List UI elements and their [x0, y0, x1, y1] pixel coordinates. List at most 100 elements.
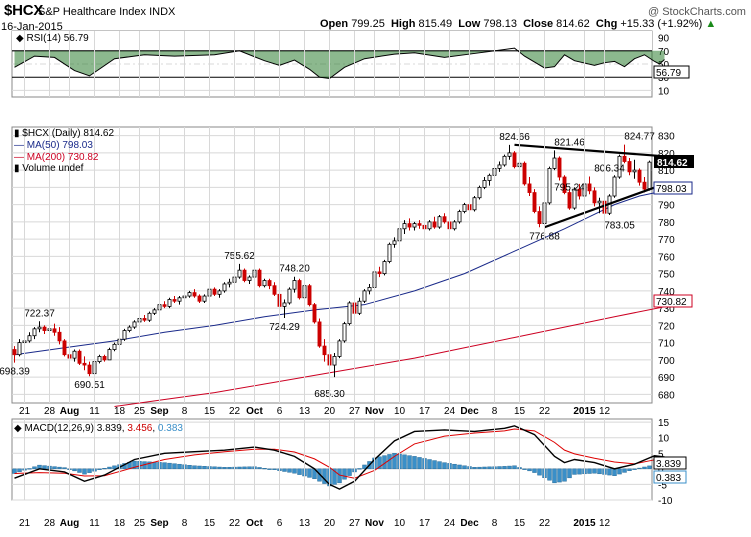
candle-body [367, 287, 372, 292]
price-tick-label: 810 [658, 166, 675, 177]
candle-body [647, 161, 652, 190]
price-tick-label: 750 [658, 270, 675, 281]
rsi-tick-label: 30 [658, 73, 670, 84]
macd-tick-label: 0 [658, 465, 664, 476]
macd-histogram-bar [417, 457, 422, 470]
macd-histogram-bar [107, 466, 112, 470]
macd-histogram-bar [62, 467, 67, 470]
macd-histogram-bar [597, 468, 602, 475]
x-tick-label: 17 [419, 518, 431, 529]
ma200-line [114, 306, 665, 407]
high-label: High [390, 18, 416, 30]
price-annotation: 724.29 [269, 322, 300, 333]
candle-body [627, 161, 632, 173]
candle-body [642, 181, 647, 190]
macd-histogram-bar [437, 461, 442, 470]
index-name: S&P Healthcare Index INDX [38, 6, 175, 18]
price-frame [11, 126, 653, 404]
macd-histogram-bar [77, 468, 82, 473]
candle-body [612, 176, 617, 197]
x-tick-label: 10 [394, 406, 406, 417]
candle-body [227, 281, 232, 285]
macd-histogram-bar [637, 467, 642, 470]
macd-histogram-bar [587, 468, 592, 474]
rsi-fill-mask [12, 31, 652, 51]
price-legend-marker: ▮ [14, 128, 20, 139]
macd-histogram-bar [402, 454, 407, 470]
low-label: Low [458, 18, 481, 30]
macd-histogram-bar [607, 468, 612, 476]
price-tick-label: 770 [658, 235, 675, 246]
macd-histogram-bar [32, 466, 37, 470]
macd-histogram-bar [12, 468, 17, 474]
trendline [514, 143, 665, 158]
macd-histogram-bar [282, 468, 287, 472]
macd-histogram-bar [147, 461, 152, 470]
x-tick-label: 15 [514, 406, 526, 417]
candle-body [147, 312, 152, 321]
candle-body [142, 318, 147, 321]
macd-histogram-bar [482, 466, 487, 470]
x-tick-label: Oct [246, 518, 263, 529]
macd-histogram-bar [172, 463, 177, 470]
candle-body [392, 240, 397, 245]
candle-body [237, 269, 242, 278]
x-tick-label: 13 [299, 518, 311, 529]
candle-body [172, 299, 177, 302]
macd-histogram-bar [17, 468, 22, 473]
candle-body [567, 192, 572, 209]
candle-body [247, 276, 252, 281]
x-tick-label: 8 [182, 406, 188, 417]
candle-body [17, 342, 22, 356]
price-tick-label: 700 [658, 356, 675, 367]
macd-histogram-bar [42, 465, 47, 470]
macd-tick-label: -5 [658, 480, 667, 491]
candle-body [457, 211, 462, 223]
x-tick-label: 22 [229, 518, 241, 529]
macd-histogram-bar [177, 463, 182, 470]
candle-body [342, 323, 347, 342]
chg-label: Chg [595, 18, 618, 30]
candle-body [52, 328, 57, 333]
candle-body [287, 288, 292, 304]
x-tick-label: 11 [89, 406, 100, 417]
macd-legend-signal: 3.456 [127, 423, 152, 434]
price-annotation: 722.37 [24, 308, 55, 319]
candle-body [522, 162, 527, 185]
x-tick-label: 22 [229, 406, 241, 417]
macd-histogram-bar [57, 466, 62, 470]
candle-body [452, 221, 457, 230]
x-tick-label: 21 [19, 406, 31, 417]
price-tick-label: 830 [658, 132, 675, 143]
value-boxes [653, 65, 694, 484]
quote-summary: Open 799.25 High 815.49 Low 798.13 Close… [320, 18, 716, 30]
candle-body [592, 190, 597, 204]
candle-body [437, 216, 442, 228]
price-tick-label: 760 [658, 252, 675, 263]
rsi-tick-label: 90 [658, 34, 670, 45]
macd-legend-macd: 3.839 [97, 423, 122, 434]
candle-body [257, 269, 262, 287]
price-tick-label: 790 [658, 201, 675, 212]
candle-body [597, 200, 602, 204]
macd-histogram-bar [567, 468, 572, 479]
x-axis: 21 21 28 28 Aug Aug 11 11 18 18 25 25 Sep Sep 8 8 15 15 22… [19, 31, 610, 529]
stockcharts-brand[interactable]: @ StockCharts.com [648, 6, 746, 18]
price-annotation: 690.51 [74, 380, 105, 391]
candle-body [502, 155, 507, 166]
volume-legend-marker: ▮ [14, 163, 20, 174]
rsi-legend-marker: ◆ [16, 33, 24, 44]
x-tick-label: 6 [277, 406, 283, 417]
price-annotation: 821.46 [554, 137, 585, 148]
macd-histogram-bar [387, 454, 392, 470]
candle-body [532, 192, 537, 212]
candle-body [537, 211, 542, 224]
macd-histogram-bar [347, 468, 352, 476]
macd-frame [11, 418, 653, 501]
x-tick-label: 18 [114, 518, 126, 529]
macd-histogram-bar [272, 468, 277, 470]
candle-body [477, 186, 482, 199]
close-label: Close [523, 18, 554, 30]
candle-body [377, 271, 382, 275]
